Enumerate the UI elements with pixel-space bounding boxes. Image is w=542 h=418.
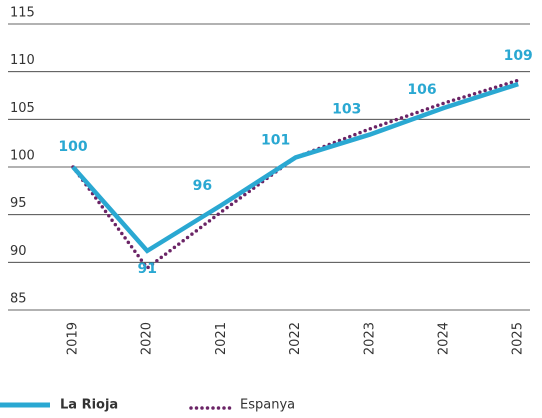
x-tick-label: 2024	[437, 322, 452, 355]
data-label: 101	[261, 132, 290, 148]
y-tick-label: 90	[10, 244, 27, 259]
data-label: 96	[193, 178, 212, 194]
x-tick-label: 2021	[214, 322, 229, 355]
y-tick-label: 105	[10, 101, 35, 116]
series-line	[71, 81, 519, 254]
y-tick-label: 100	[10, 149, 35, 164]
x-tick-label: 2022	[288, 322, 303, 355]
x-tick-label: 2019	[66, 322, 81, 355]
legend-label: Espanya	[240, 398, 295, 413]
y-tick-label: 115	[10, 6, 35, 21]
x-tick-label: 2025	[511, 322, 526, 355]
data-label: 109	[504, 48, 533, 64]
data-label: 91	[137, 261, 156, 277]
x-tick-label: 2023	[362, 322, 377, 355]
y-tick-label: 110	[10, 53, 35, 68]
y-tick-label: 95	[10, 196, 27, 211]
y-tick-label: 85	[10, 292, 27, 307]
data-label: 100	[58, 139, 87, 155]
series-line	[71, 78, 520, 271]
data-label: 103	[332, 102, 361, 118]
data-label: 106	[407, 82, 436, 98]
legend-label: La Rioja	[60, 398, 118, 413]
x-tick-label: 2020	[140, 322, 155, 355]
